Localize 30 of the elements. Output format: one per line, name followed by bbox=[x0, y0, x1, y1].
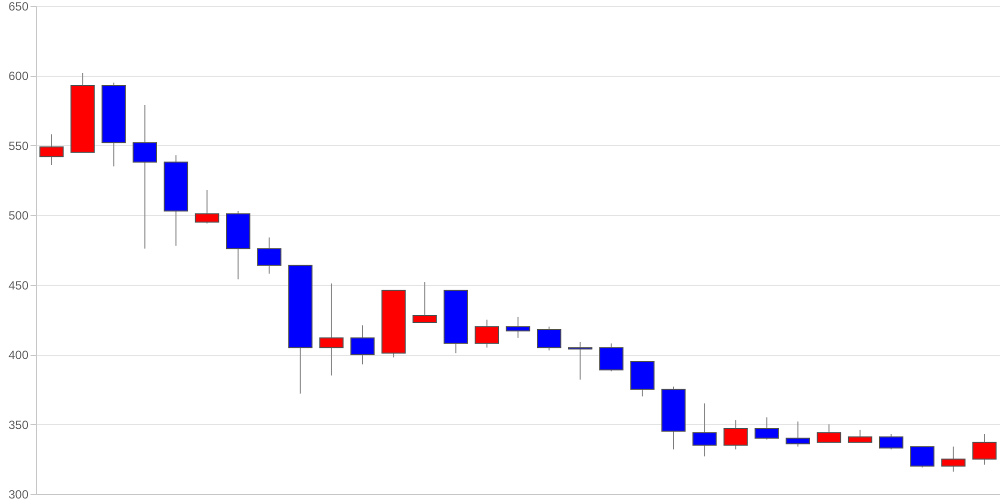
candlestick bbox=[786, 420, 810, 448]
candlestick bbox=[319, 282, 344, 376]
y-tick-label: 300 bbox=[8, 488, 29, 500]
y-tick-label: 450 bbox=[8, 278, 29, 292]
candlestick bbox=[910, 446, 934, 468]
candlestick bbox=[754, 416, 779, 440]
candlestick bbox=[724, 420, 748, 450]
candlestick bbox=[257, 236, 282, 274]
candlestick bbox=[568, 342, 592, 380]
candlestick bbox=[132, 104, 157, 250]
candlestick bbox=[599, 342, 624, 372]
candlestick bbox=[848, 429, 872, 443]
candlestick bbox=[194, 190, 220, 224]
candlestick bbox=[474, 319, 500, 348]
candlestick bbox=[412, 282, 437, 324]
candlestick bbox=[506, 316, 530, 338]
candlestick bbox=[816, 424, 842, 443]
candlestick bbox=[39, 134, 64, 166]
candlestick bbox=[692, 402, 717, 457]
y-tick-label: 650 bbox=[8, 0, 29, 14]
candlestick bbox=[879, 434, 904, 450]
y-tick-label: 600 bbox=[8, 69, 29, 84]
y-tick-label: 550 bbox=[8, 138, 29, 153]
candlestick bbox=[536, 326, 562, 351]
y-tick-label: 400 bbox=[8, 348, 29, 362]
y-tick-label: 500 bbox=[8, 208, 29, 223]
candlestick bbox=[350, 324, 375, 365]
candlestick bbox=[941, 446, 966, 472]
candlestick bbox=[972, 434, 997, 466]
y-tick-label: 350 bbox=[8, 418, 29, 432]
